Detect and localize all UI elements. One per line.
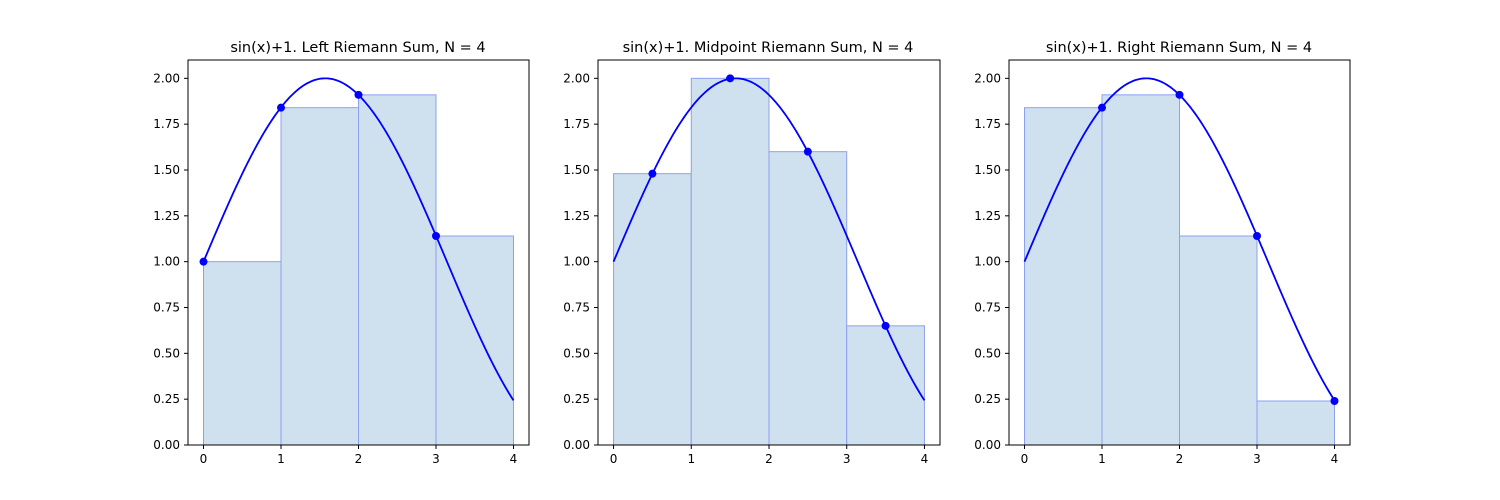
y-tick-label: 0.75 — [153, 301, 180, 315]
y-tick-label: 1.00 — [974, 255, 1001, 269]
riemann-bar — [280, 107, 359, 446]
y-tick-label: 0.75 — [974, 301, 1001, 315]
y-tick-label: 0.75 — [563, 301, 590, 315]
subplot-title: sin(x)+1. Midpoint Riemann Sum, N = 4 — [623, 40, 914, 56]
riemann-bar — [613, 173, 692, 446]
x-tick-label: 2 — [765, 452, 773, 466]
subplot-right: sin(x)+1. Right Riemann Sum, N = 4 0 1 2 3 4… — [974, 40, 1351, 466]
y-tick-label: 1.25 — [153, 209, 180, 223]
function-curve — [612, 77, 926, 401]
y-tick-label: 0.25 — [974, 392, 1001, 406]
x-tick-label: 3 — [1253, 452, 1261, 466]
y-tick-label: 2.00 — [974, 71, 1001, 85]
riemann-bar — [1024, 107, 1103, 446]
x-tick-label: 4 — [510, 452, 518, 466]
sample-point — [1175, 90, 1184, 99]
y-tick-label: 1.75 — [563, 117, 590, 131]
riemann-bar — [690, 77, 770, 446]
y-tick-label: 1.75 — [974, 117, 1001, 131]
y-tick-label: 2.00 — [563, 71, 590, 85]
midpoint-plot-area: 0 1 2 3 4 0.00 0.25 0.50 0.75 1.00 1.25 1.50 1.75 2.0… — [563, 59, 941, 466]
sample-point — [726, 74, 735, 83]
y-tick-label: 1.00 — [153, 255, 180, 269]
sample-point — [354, 90, 363, 99]
y-tick-label: 1.75 — [153, 117, 180, 131]
y-tick-label: 0.00 — [563, 438, 590, 452]
subplot-midpoint: sin(x)+1. Midpoint Riemann Sum, N = 4 0 1… — [563, 40, 941, 466]
x-tick-label: 4 — [1331, 452, 1339, 466]
riemann-bar — [1256, 400, 1335, 446]
y-tick-label: 2.00 — [153, 71, 180, 85]
sample-point — [803, 147, 812, 156]
x-tick-label: 4 — [921, 452, 929, 466]
riemann-bar — [203, 261, 282, 446]
x-tick-label: 2 — [355, 452, 363, 466]
x-tick-label: 1 — [1098, 452, 1106, 466]
x-tick-label: 0 — [1021, 452, 1029, 466]
sample-point — [1330, 397, 1339, 405]
riemann-bar — [358, 94, 437, 446]
x-tick-label: 2 — [1176, 452, 1184, 466]
riemann-bar — [1179, 235, 1258, 446]
y-tick-label: 0.25 — [563, 392, 590, 406]
subplot-title: sin(x)+1. Left Riemann Sum, N = 4 — [230, 40, 485, 56]
x-tick-label: 1 — [277, 452, 285, 466]
sample-point — [881, 321, 890, 330]
y-tick-label: 0.00 — [974, 438, 1001, 452]
y-tick-label: 0.50 — [974, 346, 1001, 360]
y-tick-label: 1.50 — [563, 163, 590, 177]
sample-point — [199, 257, 208, 266]
y-tick-label: 0.25 — [153, 392, 180, 406]
y-tick-label: 1.25 — [974, 209, 1001, 223]
sample-point — [277, 103, 285, 112]
y-tick-label: 1.25 — [563, 209, 590, 223]
y-tick-label: 0.50 — [153, 346, 180, 360]
riemann-bar — [1101, 94, 1180, 446]
sample-point — [1098, 103, 1106, 112]
sample-point — [432, 232, 440, 240]
y-tick-label: 0.00 — [153, 438, 180, 452]
sample-point — [1253, 232, 1261, 240]
riemann-bar — [768, 151, 848, 446]
x-tick-label: 3 — [843, 452, 851, 466]
riemann-bar — [435, 235, 514, 446]
x-tick-label: 0 — [200, 452, 208, 466]
y-tick-label: 1.50 — [153, 163, 180, 177]
y-tick-label: 1.50 — [974, 163, 1001, 177]
x-tick-label: 0 — [610, 452, 618, 466]
riemann-bar — [846, 325, 925, 446]
x-tick-label: 1 — [687, 452, 695, 466]
x-tick-label: 3 — [432, 452, 440, 466]
left-plot-area: 0 1 2 3 4 0.00 0.25 0.50 0.75 1.00 1.25 1.50 1.75 2.0… — [153, 59, 530, 466]
y-tick-label: 0.50 — [563, 346, 590, 360]
y-tick-label: 1.00 — [563, 255, 590, 269]
subplot-left: sin(x)+1. Left Riemann Sum, N = 4 0 1 2 3 40… — [153, 40, 530, 466]
right-plot-area: 0 1 2 3 4 0.00 0.25 0.50 0.75 1.00 1.25 1.50 1.75 2.0… — [974, 59, 1351, 466]
sample-point — [648, 169, 657, 178]
subplot-title: sin(x)+1. Right Riemann Sum, N = 4 — [1046, 40, 1312, 56]
